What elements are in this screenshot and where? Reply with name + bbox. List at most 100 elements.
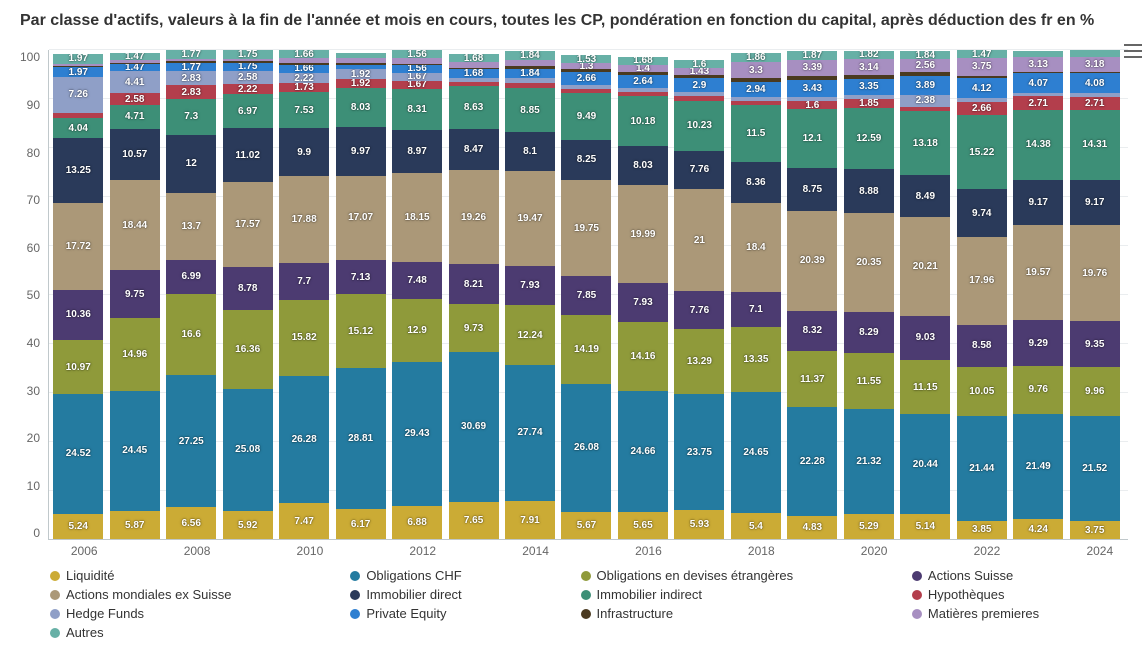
bar-segment[interactable]: 26.28: [279, 376, 329, 503]
bar-segment[interactable]: 2.22: [279, 73, 329, 84]
bar-segment[interactable]: 1.82: [844, 51, 894, 60]
bar-segment[interactable]: 12.1: [787, 109, 837, 168]
bar-segment[interactable]: 17.96: [957, 237, 1007, 325]
bar-segment[interactable]: 30.69: [449, 352, 499, 502]
bar[interactable]: 6.8829.4312.97.4818.158.978.311.671.671.…: [392, 50, 442, 539]
bar-segment[interactable]: 14.96: [110, 318, 160, 391]
bar-segment[interactable]: 27.25: [166, 375, 216, 508]
bar-segment[interactable]: 12.24: [505, 305, 555, 365]
bar-segment[interactable]: 7.93: [505, 266, 555, 305]
bar-segment[interactable]: 9.9: [279, 128, 329, 176]
bar-segment[interactable]: 10.97: [53, 340, 103, 394]
legend-item[interactable]: Hedge Funds: [50, 606, 320, 621]
bar-segment[interactable]: 20.44: [900, 414, 950, 514]
bar-segment[interactable]: 8.63: [449, 86, 499, 128]
bar-segment[interactable]: 8.97: [392, 130, 442, 174]
bar-segment[interactable]: 21.32: [844, 409, 894, 513]
bar-segment[interactable]: 1.87: [787, 51, 837, 60]
bar-segment[interactable]: 19.99: [618, 185, 668, 283]
legend-item[interactable]: Private Equity: [350, 606, 550, 621]
bar-segment[interactable]: 1.77: [166, 50, 216, 59]
bar-segment[interactable]: 13.35: [731, 327, 781, 392]
bar-segment[interactable]: 1.68: [449, 54, 499, 62]
bar-segment[interactable]: 1.75: [223, 63, 273, 71]
bar-segment[interactable]: 5.14: [900, 514, 950, 539]
bar-segment[interactable]: 7.53: [279, 92, 329, 128]
bar-segment[interactable]: 18.44: [110, 180, 160, 270]
bar-segment[interactable]: 1.84: [505, 69, 555, 78]
legend-item[interactable]: Autres: [50, 625, 320, 640]
bar-segment[interactable]: 7.76: [674, 291, 724, 329]
bar-segment[interactable]: 1.56: [392, 65, 442, 73]
bar-segment[interactable]: 2.83: [166, 85, 216, 99]
bar-segment[interactable]: 2.64: [618, 75, 668, 88]
legend-item[interactable]: Obligations en devises étrangères: [581, 568, 882, 583]
bar-segment[interactable]: 1.92: [336, 69, 386, 78]
bar-segment[interactable]: 20.39: [787, 211, 837, 311]
bar-segment[interactable]: 17.07: [336, 176, 386, 259]
bar-segment[interactable]: 1.66: [279, 65, 329, 73]
bar-segment[interactable]: 1.68: [618, 57, 668, 65]
bar-segment[interactable]: 7.13: [336, 260, 386, 295]
bar-segment[interactable]: 7.1: [731, 292, 781, 327]
bar-segment[interactable]: 8.25: [561, 140, 611, 180]
bar-segment[interactable]: 9.29: [1013, 320, 1063, 365]
bar[interactable]: 5.2424.5210.9710.3617.7213.254.047.261.9…: [53, 50, 103, 539]
bar[interactable]: 3.7521.529.969.3519.769.1714.312.714.083…: [1070, 50, 1120, 539]
bar-segment[interactable]: 10.57: [110, 129, 160, 181]
bar-segment[interactable]: 10.36: [53, 290, 103, 341]
bar-segment[interactable]: 1.6: [787, 101, 837, 109]
bar-segment[interactable]: 3.14: [844, 59, 894, 74]
bar-segment[interactable]: 18.4: [731, 203, 781, 293]
bar-segment[interactable]: 19.47: [505, 171, 555, 266]
bar-segment[interactable]: 7.3: [166, 99, 216, 135]
bar-segment[interactable]: 5.65: [618, 512, 668, 540]
bar-segment[interactable]: 24.45: [110, 391, 160, 511]
bar-segment[interactable]: 14.31: [1070, 110, 1120, 180]
bar-segment[interactable]: 7.85: [561, 276, 611, 314]
bar-segment[interactable]: 14.19: [561, 315, 611, 384]
legend-item[interactable]: Liquidité: [50, 568, 320, 583]
bar-segment[interactable]: 1.97: [53, 67, 103, 77]
bar-segment[interactable]: 3.18: [1070, 57, 1120, 73]
bar-segment[interactable]: 12: [166, 135, 216, 193]
bar-segment[interactable]: 4.12: [957, 78, 1007, 98]
bar-segment[interactable]: 11.55: [844, 353, 894, 409]
bar-segment[interactable]: 3.75: [957, 58, 1007, 76]
bar-segment[interactable]: 3.35: [844, 79, 894, 95]
bar-segment[interactable]: 10.23: [674, 101, 724, 151]
bar-segment[interactable]: 2.66: [957, 102, 1007, 115]
bar-segment[interactable]: 3.39: [787, 60, 837, 77]
bar-segment[interactable]: 8.29: [844, 312, 894, 353]
legend-item[interactable]: Hypothèques: [912, 587, 1128, 602]
bar-segment[interactable]: 4.24: [1013, 519, 1063, 540]
bar-segment[interactable]: 14.16: [618, 322, 668, 391]
bar-segment[interactable]: 4.83: [787, 516, 837, 540]
bar-segment[interactable]: 8.32: [787, 311, 837, 352]
bar-segment[interactable]: 1.47: [110, 53, 160, 60]
bar-segment[interactable]: 8.75: [787, 168, 837, 211]
bar-segment[interactable]: 8.47: [449, 129, 499, 170]
bar-segment[interactable]: 26.08: [561, 384, 611, 512]
bar-segment[interactable]: 27.74: [505, 365, 555, 501]
bar-segment[interactable]: 6.97: [223, 94, 273, 128]
bar-segment[interactable]: 2.22: [223, 84, 273, 95]
bar-segment[interactable]: 11.37: [787, 351, 837, 407]
bar-segment[interactable]: 8.88: [844, 169, 894, 212]
bar-segment[interactable]: 13.29: [674, 329, 724, 394]
bar-segment[interactable]: 24.52: [53, 394, 103, 514]
chart-menu-icon[interactable]: [1124, 44, 1142, 58]
bar[interactable]: 5.9323.7513.297.76217.7610.232.91.431.6: [674, 50, 724, 539]
bar-segment[interactable]: 2.71: [1070, 97, 1120, 110]
bar[interactable]: 4.8322.2811.378.3220.398.7512.11.63.433.…: [787, 50, 837, 539]
bar-segment[interactable]: 5.93: [674, 510, 724, 539]
bar-segment[interactable]: 9.76: [1013, 366, 1063, 414]
bar-segment[interactable]: 2.56: [900, 59, 950, 72]
bar-segment[interactable]: 1.4: [618, 65, 668, 72]
bar-segment[interactable]: 7.7: [279, 263, 329, 300]
bar-segment[interactable]: 3.75: [1070, 521, 1120, 539]
bar-segment[interactable]: 11.5: [731, 105, 781, 161]
bar-segment[interactable]: 8.21: [449, 264, 499, 304]
bar[interactable]: 5.1420.4411.159.0320.218.4913.182.383.89…: [900, 50, 950, 539]
bar-segment[interactable]: 6.56: [166, 507, 216, 539]
